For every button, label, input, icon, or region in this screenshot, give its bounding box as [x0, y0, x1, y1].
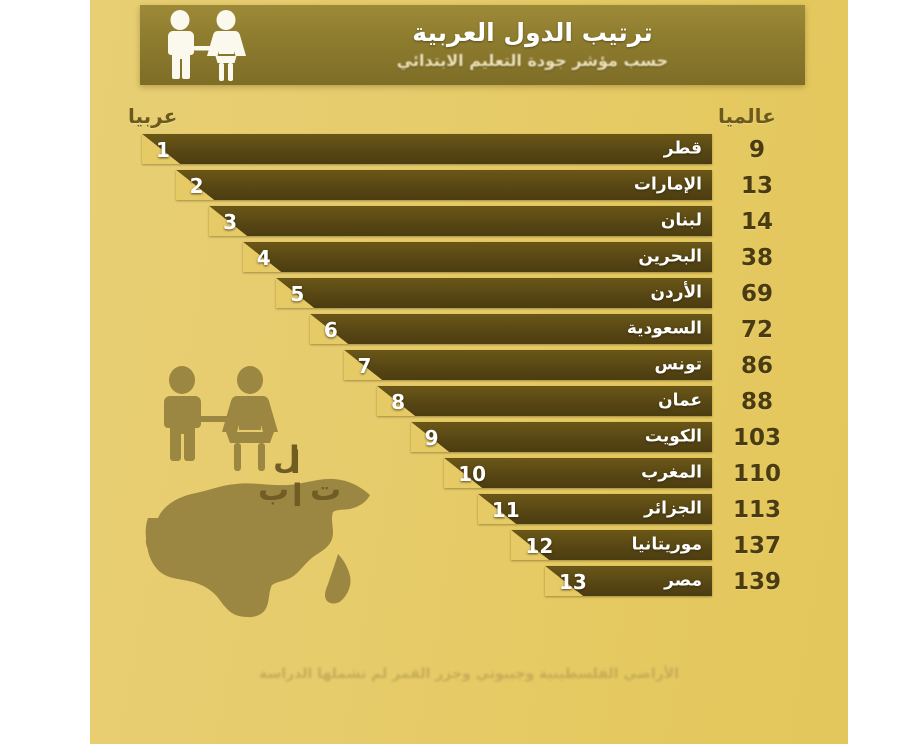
arab-rank-value: 6: [323, 318, 338, 343]
ranking-bar-wrapper: 5 الأردن: [276, 278, 712, 308]
infographic-poster: ترتيب الدول العربية حسب مؤشر جودة التعلي…: [90, 0, 848, 744]
global-rank-value: 137: [732, 533, 781, 559]
ranking-bar: 8 عمان: [377, 386, 712, 416]
ranking-row: 4 البحرين 38: [90, 240, 848, 276]
ranking-bar: 10 المغرب: [444, 458, 712, 488]
arab-rank-value: 1: [156, 138, 170, 163]
global-rank-value: 72: [740, 317, 773, 343]
global-rank-value: 110: [732, 461, 781, 487]
ranking-row: 7 تونس 86: [90, 348, 848, 384]
ranking-bar-wrapper: 8 عمان: [377, 386, 712, 416]
country-name: المغرب: [641, 462, 702, 483]
country-name: موريتانيا: [631, 534, 702, 555]
ranking-bar: 6 السعودية: [309, 314, 712, 344]
poster-header-text: ترتيب الدول العربية حسب مؤشر جودة التعلي…: [260, 5, 805, 85]
arab-rank-value: 3: [223, 210, 238, 235]
ranking-row: 10 المغرب 110: [90, 456, 848, 492]
ranking-chart: 1 قطر 9 2 الإمارات 13 3 لبنان 14 4 البحرين 38 5 الأرد…: [90, 132, 848, 600]
ranking-row: 6 السعودية 72: [90, 312, 848, 348]
arab-rank-value: 5: [290, 282, 305, 307]
ranking-bar-wrapper: 13 مصر: [545, 566, 712, 596]
global-rank-value: 88: [740, 389, 773, 415]
ranking-bar: 7 تونس: [343, 350, 712, 380]
global-rank-value: 86: [740, 353, 773, 379]
ranking-bar-wrapper: 9 الكويت: [410, 422, 712, 452]
country-name: البحرين: [638, 246, 702, 267]
footnote-text: الأراضي الفلسطينية وجيبوتي وجزر القمر لم…: [258, 666, 680, 682]
ranking-bar: 11 الجزائر: [477, 494, 712, 524]
ranking-bar: 12 موريتانيا: [511, 530, 712, 560]
ranking-bar-wrapper: 7 تونس: [343, 350, 712, 380]
ranking-bar-wrapper: 1 قطر: [142, 134, 712, 164]
arab-rank-value: 2: [189, 174, 204, 199]
country-name: تونس: [654, 354, 702, 375]
global-rank-value: 69: [740, 281, 773, 307]
poster-header-banner: ترتيب الدول العربية حسب مؤشر جودة التعلي…: [140, 5, 805, 85]
country-name: عمان: [658, 390, 702, 411]
ranking-bar-wrapper: 4 البحرين: [242, 242, 712, 272]
boy-and-girl-pictogram-icon: [168, 10, 246, 81]
global-rank-value: 38: [740, 245, 773, 271]
global-rank-value: 139: [732, 569, 781, 595]
ranking-row: 12 موريتانيا 137: [90, 528, 848, 564]
arab-rank-value: 7: [357, 354, 372, 379]
ranking-bar: 1 قطر: [142, 134, 712, 164]
ranking-row: 5 الأردن 69: [90, 276, 848, 312]
ranking-bar-wrapper: 6 السعودية: [309, 314, 712, 344]
country-name: الإمارات: [633, 174, 702, 195]
ranking-bar-wrapper: 11 الجزائر: [477, 494, 712, 524]
arab-rank-value: 12: [525, 534, 554, 559]
global-rank-value: 13: [740, 173, 773, 199]
ranking-bar: 4 البحرين: [242, 242, 712, 272]
ranking-row: 3 لبنان 14: [90, 204, 848, 240]
arab-rank-value: 8: [391, 390, 405, 415]
arab-rank-value: 11: [491, 498, 520, 523]
column-header-arab-rank: عربيا: [128, 104, 178, 128]
ranking-row: 9 الكويت 103: [90, 420, 848, 456]
ranking-row: 2 الإمارات 13: [90, 168, 848, 204]
country-name: لبنان: [660, 210, 702, 231]
ranking-bar-wrapper: 10 المغرب: [444, 458, 712, 488]
arab-rank-value: 4: [256, 246, 271, 271]
ranking-bar: 9 الكويت: [410, 422, 712, 452]
country-name: الأردن: [650, 282, 702, 303]
ranking-row: 8 عمان 88: [90, 384, 848, 420]
country-name: الجزائر: [644, 498, 702, 519]
column-header-global-rank: عالميا: [718, 104, 776, 128]
arab-rank-value: 10: [458, 462, 487, 487]
ranking-bar: 13 مصر: [545, 566, 712, 596]
global-rank-value: 113: [732, 497, 781, 523]
ranking-row: 1 قطر 9: [90, 132, 848, 168]
arab-rank-value: 13: [559, 570, 587, 595]
country-name: قطر: [663, 138, 702, 159]
ranking-bar-wrapper: 12 موريتانيا: [511, 530, 712, 560]
ranking-bar-wrapper: 3 لبنان: [209, 206, 712, 236]
global-rank-value: 9: [748, 137, 765, 163]
ranking-bar-wrapper: 2 الإمارات: [175, 170, 712, 200]
country-name: السعودية: [626, 318, 702, 339]
global-rank-value: 14: [740, 209, 773, 235]
arab-rank-value: 9: [424, 426, 439, 451]
global-rank-value: 103: [732, 425, 781, 451]
page-subtitle: حسب مؤشر جودة التعليم الابتدائي: [396, 50, 669, 70]
ranking-row: 13 مصر 139: [90, 564, 848, 600]
country-name: الكويت: [644, 426, 702, 447]
ranking-row: 11 الجزائر 113: [90, 492, 848, 528]
country-name: مصر: [664, 570, 702, 591]
page-title: ترتيب الدول العربية: [412, 18, 653, 48]
ranking-bar: 5 الأردن: [276, 278, 712, 308]
ranking-bar: 3 لبنان: [209, 206, 712, 236]
ranking-bar: 2 الإمارات: [175, 170, 712, 200]
